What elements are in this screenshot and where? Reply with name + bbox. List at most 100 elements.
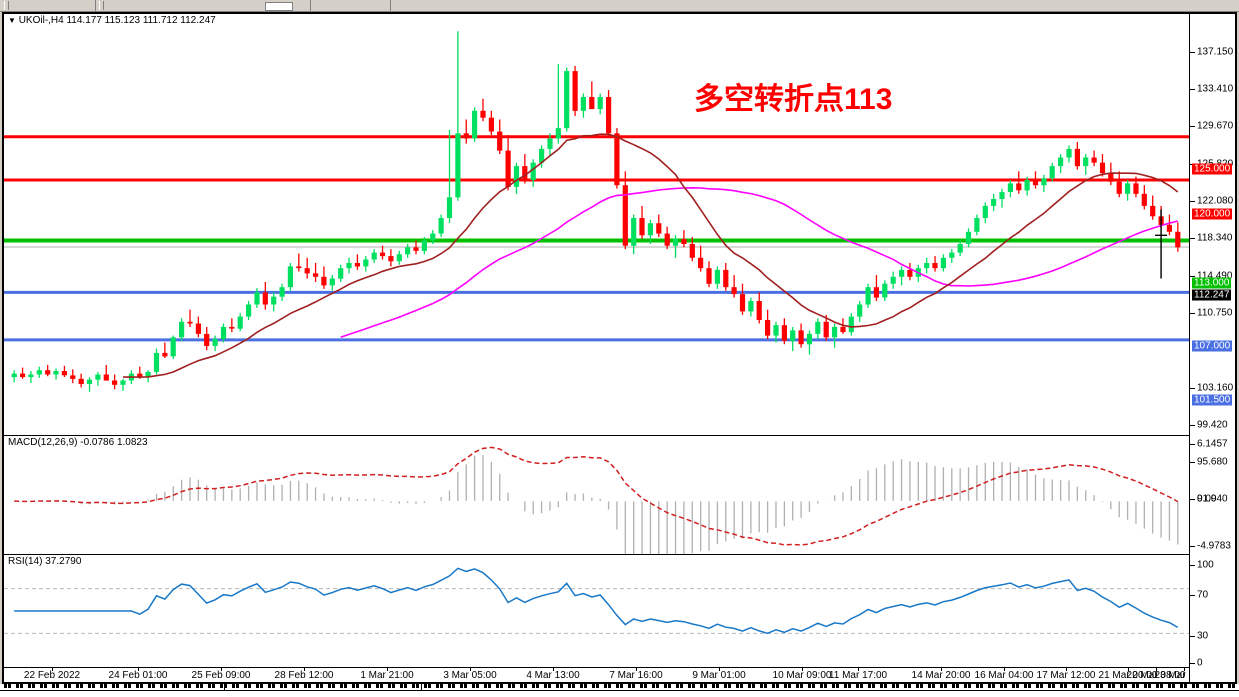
rsi-axis-label: 70 — [1197, 589, 1209, 601]
toolbar[interactable] — [0, 0, 1239, 12]
candlestick — [1007, 179, 1013, 198]
status-dot — [272, 684, 275, 688]
candlestick — [1041, 174, 1047, 193]
status-dot — [968, 684, 971, 688]
candlestick — [1016, 171, 1022, 194]
candlestick — [446, 129, 453, 224]
status-tab-1[interactable] — [0, 684, 225, 690]
status-dot — [872, 684, 875, 688]
status-dot — [1148, 684, 1151, 688]
candle-body — [1091, 157, 1097, 163]
status-dot — [988, 684, 991, 688]
price-level-tag[interactable]: 107.000 — [1192, 340, 1233, 352]
candle-body — [287, 266, 293, 288]
price-level-tag[interactable]: 101.500 — [1192, 394, 1233, 406]
status-dot — [44, 684, 47, 688]
candlestick — [455, 31, 461, 201]
candlestick — [848, 313, 854, 336]
candle-body — [647, 223, 653, 236]
candlestick — [1024, 176, 1030, 196]
status-dot — [1136, 684, 1139, 688]
status-dot — [620, 684, 623, 688]
price-level-tag[interactable]: 113.000 — [1192, 277, 1232, 289]
macd-pane[interactable]: MACD(12,26,9) -0.0786 1.0823 — [4, 435, 1189, 554]
time-axis-tick — [636, 668, 637, 671]
candle-body — [137, 373, 143, 378]
time-axis[interactable]: 22 Feb 2022 24 Feb 01:00 25 Feb 09:00 28 Fe… — [4, 667, 1213, 682]
status-dot — [212, 684, 215, 688]
status-dot — [572, 684, 575, 688]
toolbar-separator-3 — [390, 0, 391, 11]
price-axis-label: 129.670 — [1197, 120, 1234, 132]
price-axis[interactable]: 137.150133.410129.670125.820122.080118.3… — [1189, 14, 1235, 682]
price-level-tag[interactable]: 125.000 — [1192, 163, 1233, 175]
chart-window[interactable]: ▼ UKOil-,H4 114.177 115.123 111.712 112.… — [2, 12, 1237, 684]
time-axis-label: 17 Mar 12:00 — [1036, 670, 1096, 681]
candle-body — [446, 197, 453, 218]
rsi-axis-label: 30 — [1197, 630, 1209, 642]
time-axis-tick — [553, 668, 554, 671]
status-dot — [884, 684, 887, 688]
candle-body — [95, 374, 101, 380]
price-level-tag[interactable]: 120.000 — [1192, 208, 1233, 220]
candlestick — [1032, 171, 1039, 189]
status-dot — [844, 684, 847, 688]
toolbar-grip-1[interactable] — [4, 1, 9, 10]
candle-body — [170, 337, 176, 357]
status-dot — [244, 684, 247, 688]
candlestick — [513, 162, 520, 194]
status-dots — [4, 684, 1235, 688]
time-axis-label: 4 Mar 13:00 — [526, 670, 580, 681]
candle-body — [857, 304, 863, 317]
status-dot — [724, 684, 727, 688]
candlestick — [195, 316, 201, 338]
candle-body — [162, 352, 168, 357]
toolbar-field[interactable] — [265, 2, 293, 11]
rsi-axis-tick — [1190, 595, 1195, 596]
candle-body — [1166, 224, 1172, 232]
candlestick — [606, 90, 612, 137]
candle-body — [279, 287, 285, 297]
price-pane[interactable]: ▼ UKOil-,H4 114.177 115.123 111.712 112.… — [4, 14, 1189, 435]
candlestick — [279, 283, 285, 302]
candle-body — [379, 252, 386, 257]
time-axis-label: 9 Mar 01:00 — [692, 670, 746, 681]
status-dot — [304, 684, 307, 688]
candlestick — [924, 257, 930, 274]
candle-body — [1099, 162, 1106, 174]
status-dot — [496, 684, 499, 688]
macd-axis-tick — [1190, 499, 1195, 500]
candle-body — [656, 223, 662, 234]
price-level-tag[interactable]: 112.247 — [1192, 289, 1232, 301]
time-axis-tick — [304, 668, 305, 671]
toolbar-grip-2[interactable] — [99, 1, 104, 10]
status-dot — [664, 684, 667, 688]
candle-body — [823, 321, 829, 338]
collapse-icon[interactable]: ▼ — [8, 16, 16, 25]
rsi-pane[interactable]: RSI(14) 37.2790 — [4, 554, 1189, 667]
status-dot — [512, 684, 515, 688]
candle-body — [1058, 157, 1064, 167]
time-axis-tick — [387, 668, 388, 671]
candlestick — [237, 313, 243, 332]
status-dot — [344, 684, 347, 688]
status-dot — [728, 684, 731, 688]
candlestick — [405, 243, 411, 258]
status-dot — [896, 684, 899, 688]
candlestick — [497, 119, 503, 155]
status-dot — [556, 684, 559, 688]
status-tab-2[interactable] — [225, 684, 422, 690]
status-bar — [0, 684, 1239, 697]
candlestick — [572, 65, 578, 117]
candlestick — [304, 257, 310, 279]
status-dot — [592, 684, 595, 688]
status-dot — [644, 684, 647, 688]
candle-body — [70, 375, 76, 379]
status-dot — [208, 684, 211, 688]
status-dot — [380, 684, 383, 688]
status-dot — [1060, 684, 1063, 688]
candlestick — [907, 262, 913, 281]
candlestick — [488, 110, 494, 136]
status-dot — [652, 684, 655, 688]
candlestick — [120, 378, 126, 391]
